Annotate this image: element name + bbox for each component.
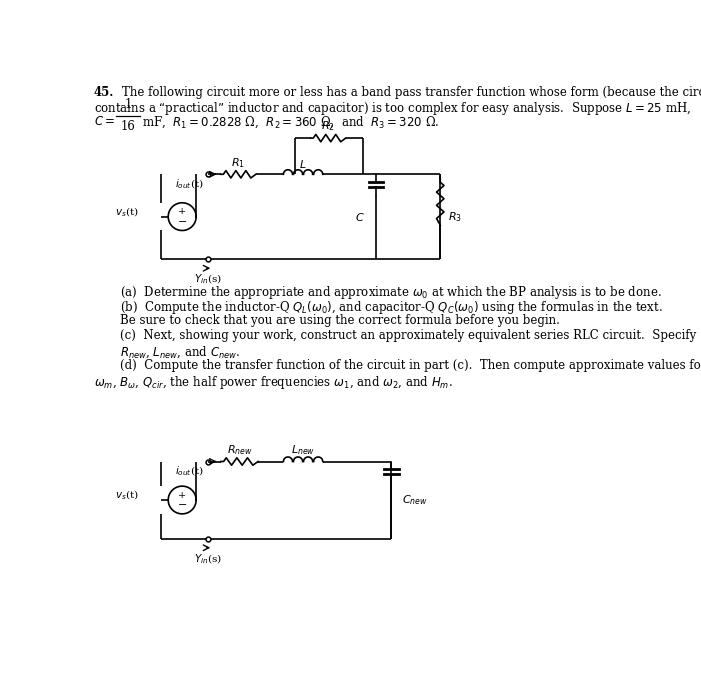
Text: 45.: 45. (94, 86, 114, 99)
Text: $R_1$: $R_1$ (231, 156, 245, 170)
Text: $v_s$(t): $v_s$(t) (115, 489, 139, 502)
Text: Be sure to check that you are using the correct formula before you begin.: Be sure to check that you are using the … (120, 314, 560, 327)
Text: +: + (178, 491, 186, 500)
Text: $R_{new}$: $R_{new}$ (226, 443, 252, 457)
Text: $i_{out}$(t): $i_{out}$(t) (175, 464, 204, 478)
Text: $R_3$: $R_3$ (448, 210, 462, 224)
Text: $C$: $C$ (355, 211, 365, 222)
Text: (d)  Compute the transfer function of the circuit in part (c).  Then compute app: (d) Compute the transfer function of the… (120, 360, 701, 372)
Text: $C = $: $C = $ (94, 115, 115, 128)
Text: 1: 1 (124, 98, 132, 111)
Text: $i_{out}$(t): $i_{out}$(t) (175, 177, 204, 191)
Text: $Y_{in}$(s): $Y_{in}$(s) (193, 552, 222, 566)
Text: (c)  Next, showing your work, construct an approximately equivalent series RLC c: (c) Next, showing your work, construct a… (120, 329, 696, 343)
Text: $L$: $L$ (299, 158, 307, 170)
Text: −: − (177, 217, 187, 227)
Text: $C_{new}$: $C_{new}$ (402, 493, 428, 507)
Text: contains a “practical” inductor and capacitor) is too complex for easy analysis.: contains a “practical” inductor and capa… (94, 99, 691, 116)
Text: mF,  $R_1 = 0.2828$ Ω,  $R_2 = 360$ Ω,  and  $R_3 = 320$ Ω.: mF, $R_1 = 0.2828$ Ω, $R_2 = 360$ Ω, and… (142, 115, 440, 130)
Text: $\omega_m$, $B_\omega$, $Q_{cir}$, the half power frequencies $\omega_1$, and $\: $\omega_m$, $B_\omega$, $Q_{cir}$, the h… (94, 375, 453, 391)
Text: $R_2$: $R_2$ (321, 120, 335, 133)
Text: $L_{new}$: $L_{new}$ (291, 443, 315, 457)
Text: $R_{new}$, $L_{new}$, and $C_{new}$.: $R_{new}$, $L_{new}$, and $C_{new}$. (120, 345, 240, 360)
Text: (b)  Compute the inductor-Q $Q_L(\omega_0)$, and capacitor-Q $Q_C(\omega_0)$ usi: (b) Compute the inductor-Q $Q_L(\omega_0… (120, 299, 663, 316)
Text: −: − (177, 500, 187, 510)
Text: (a)  Determine the appropriate and approximate $\omega_0$ at which the BP analys: (a) Determine the appropriate and approx… (120, 285, 662, 301)
Text: +: + (178, 208, 186, 216)
Text: 16: 16 (121, 120, 135, 132)
Text: $v_s$(t): $v_s$(t) (115, 206, 139, 219)
Text: $Y_{in}$(s): $Y_{in}$(s) (193, 273, 222, 287)
Text: The following circuit more or less has a band pass transfer function whose form : The following circuit more or less has a… (122, 86, 701, 99)
